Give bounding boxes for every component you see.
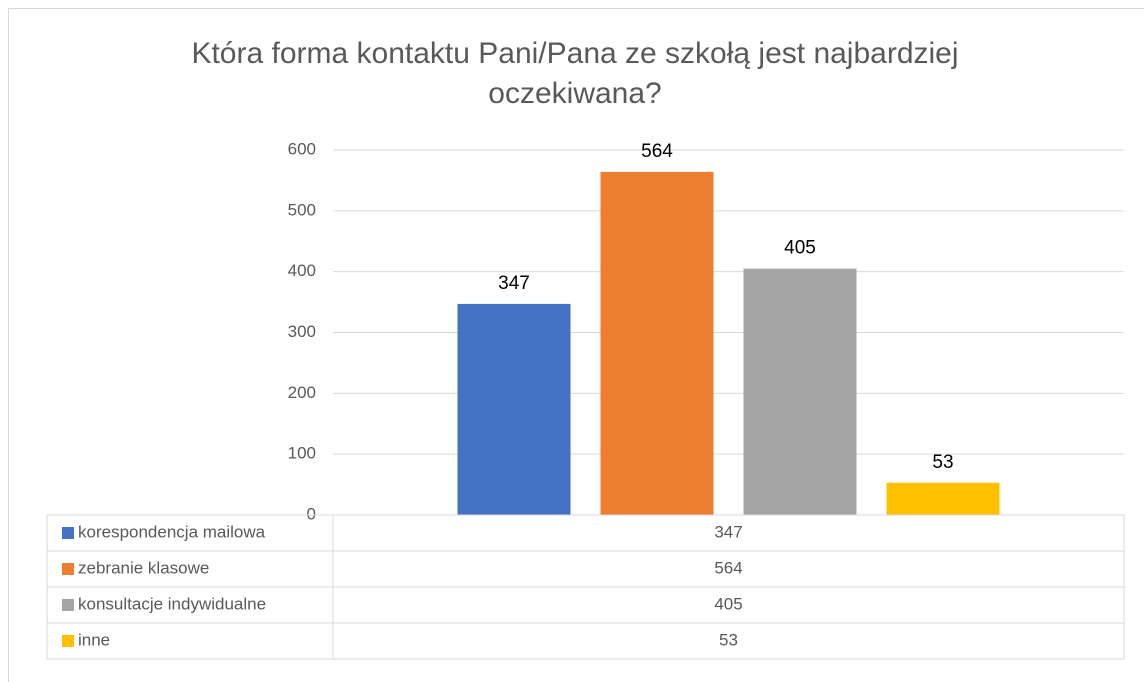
data-label: 405 xyxy=(784,238,816,259)
chart-border xyxy=(8,8,1144,682)
legend-key xyxy=(62,599,74,611)
y-tick-label: 600 xyxy=(288,139,316,158)
bar xyxy=(600,171,714,515)
chart-title: Która forma kontaktu Pani/Pana ze szkołą… xyxy=(191,37,959,110)
table-value: 405 xyxy=(714,594,742,613)
bar xyxy=(457,303,571,515)
y-tick-label: 200 xyxy=(288,383,316,402)
legend-label: konsultacje indywidualne xyxy=(78,594,266,613)
legend-key xyxy=(62,563,74,575)
legend-key xyxy=(62,527,74,539)
table-value: 347 xyxy=(714,522,742,541)
legend-key xyxy=(62,635,74,647)
data-label: 53 xyxy=(932,452,953,473)
bar xyxy=(743,268,857,515)
y-tick-label: 0 xyxy=(307,504,316,523)
y-tick-label: 400 xyxy=(288,261,316,280)
legend-label: zebranie klasowe xyxy=(78,558,209,577)
y-tick-label: 100 xyxy=(288,444,316,463)
table-cell xyxy=(332,622,1125,660)
y-tick-label: 300 xyxy=(288,322,316,341)
data-label: 347 xyxy=(498,273,530,294)
legend-label: korespondencja mailowa xyxy=(78,522,266,541)
data-label: 564 xyxy=(641,141,673,162)
table-value: 53 xyxy=(719,630,738,649)
bar xyxy=(886,482,1000,515)
y-tick-label: 500 xyxy=(288,200,316,219)
table-value: 564 xyxy=(714,558,742,577)
legend-label: inne xyxy=(78,630,110,649)
